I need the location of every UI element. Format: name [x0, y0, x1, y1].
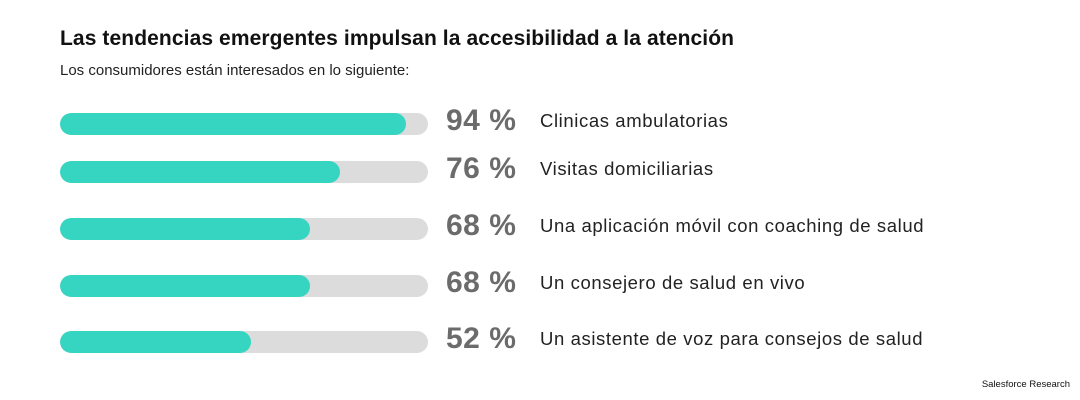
bar-value-label: 76 %: [446, 152, 517, 185]
chart-title: Las tendencias emergentes impulsan la ac…: [60, 27, 735, 50]
bar-category-label: Clinicas ambulatorias: [540, 110, 729, 131]
chart-subtitle: Los consumidores están interesados en lo…: [60, 62, 410, 79]
bar-value-label: 68 %: [446, 209, 517, 242]
bar-row: 68 % Un consejero de salud en vivo: [0, 264, 1080, 304]
bar-category-label: Un consejero de salud en vivo: [540, 272, 806, 293]
bar-row: 52 % Un asistente de voz para consejos de…: [0, 320, 1080, 360]
bar-fill: [60, 113, 406, 135]
bar-row: 68 % Una aplicación móvil con coaching de…: [0, 207, 1080, 247]
bar-category-label: Un asistente de voz para consejos de sal…: [540, 328, 924, 349]
bar-row: 94 % Clinicas ambulatorias: [0, 102, 1080, 142]
bar-track: [60, 161, 428, 183]
bar-track: [60, 275, 428, 297]
bar-fill: [60, 161, 340, 183]
bar-value-label: 52 %: [446, 322, 517, 355]
bar-track: [60, 113, 428, 135]
source-credit: Salesforce Research: [981, 379, 1070, 390]
bar-category-label: Visitas domiciliarias: [540, 158, 714, 179]
bar-fill: [60, 275, 311, 297]
bar-track: [60, 218, 428, 240]
bar-fill: [60, 331, 252, 353]
bar-track: [60, 331, 428, 353]
bar-fill: [60, 218, 311, 240]
bar-category-label: Una aplicación móvil con coaching de sal…: [540, 215, 925, 236]
bar-value-label: 94 %: [446, 104, 517, 137]
bar-row: 76 % Visitas domiciliarias: [0, 150, 1080, 190]
bar-value-label: 68 %: [446, 266, 517, 299]
